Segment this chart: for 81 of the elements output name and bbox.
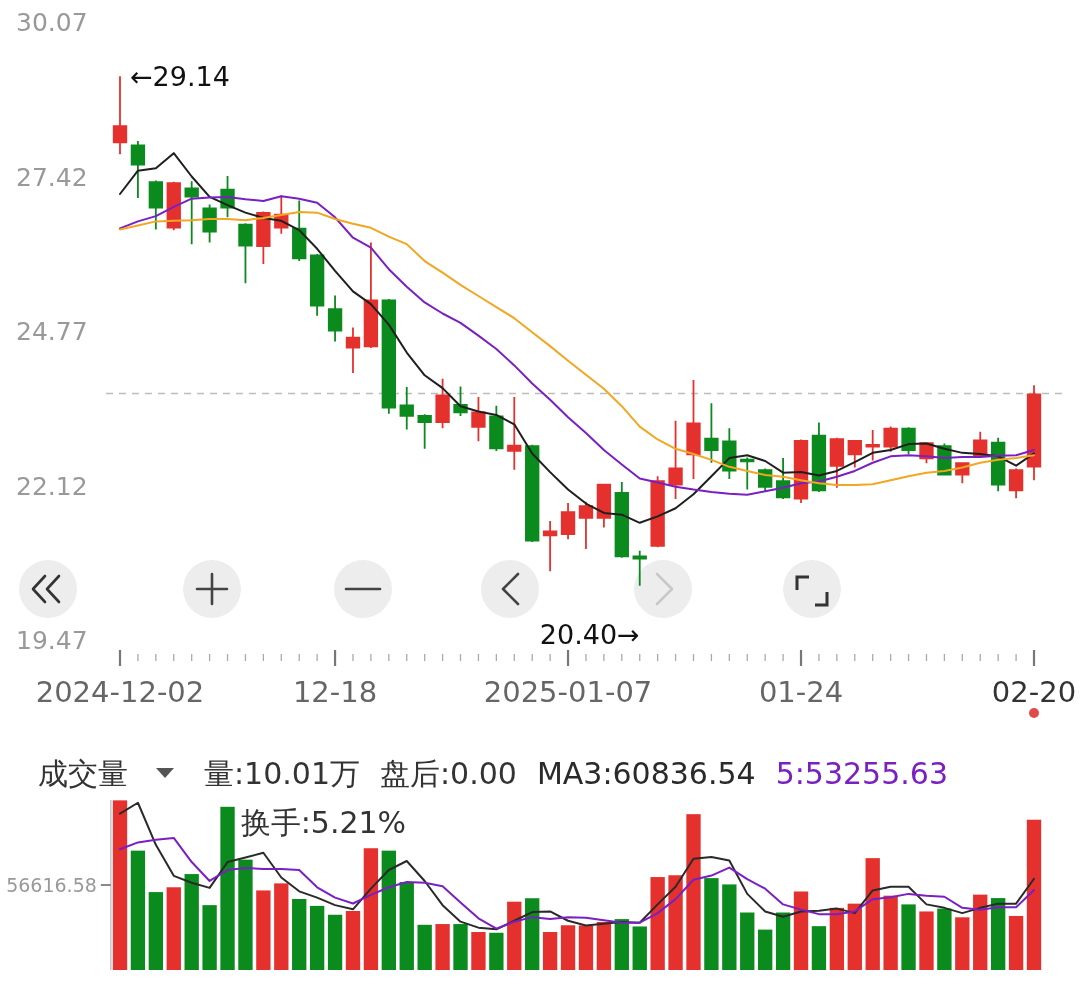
bar — [668, 875, 683, 970]
candlestick — [417, 414, 432, 449]
bar — [292, 898, 307, 970]
bar — [417, 924, 432, 970]
bar — [811, 926, 827, 970]
bar — [507, 901, 522, 970]
bar — [1008, 915, 1024, 970]
bar — [865, 858, 880, 970]
bar — [1026, 819, 1042, 970]
y-tick-label: 56616.58 — [6, 874, 97, 896]
bar — [578, 925, 594, 970]
bar — [596, 921, 612, 970]
bar — [650, 877, 665, 970]
y-tick-label: 30.07 — [16, 7, 88, 37]
bar — [453, 924, 468, 970]
annotation: 20.40→ — [539, 618, 640, 650]
y-tick-label: 24.77 — [16, 316, 88, 346]
bar — [973, 894, 988, 970]
candlestick — [542, 521, 558, 572]
bar — [363, 848, 379, 970]
bar — [471, 932, 486, 970]
annotation: ←29.14 — [130, 60, 230, 92]
bar — [955, 917, 970, 970]
bar — [166, 887, 181, 970]
y-tick-label: 19.47 — [16, 625, 88, 655]
bar — [560, 925, 576, 970]
bar — [686, 814, 701, 970]
bar — [345, 911, 361, 970]
bar — [632, 926, 647, 970]
bar — [990, 898, 1006, 970]
candlestick — [883, 426, 898, 452]
bar — [793, 891, 809, 970]
chart-title: 成交量 — [38, 755, 128, 791]
candlestick — [632, 550, 647, 586]
bar — [202, 905, 217, 970]
candlestick — [112, 76, 128, 155]
text: 量:10.01万 — [204, 755, 360, 791]
bar — [435, 924, 450, 970]
y-tick-label: 22.12 — [16, 471, 88, 500]
x-tick-label: 01-24 — [758, 675, 844, 709]
candlestick — [399, 386, 414, 430]
bar — [489, 932, 504, 970]
bar — [704, 878, 719, 970]
bar — [829, 907, 845, 970]
bar — [919, 911, 934, 970]
x-tick-label: 02-20 — [991, 675, 1077, 709]
y-tick-label: 27.42 — [16, 162, 88, 191]
bar — [309, 905, 325, 970]
bar — [740, 912, 755, 970]
bar — [327, 914, 343, 970]
x-tick-label: 2024-12-02 — [35, 675, 205, 709]
bar — [112, 800, 128, 970]
bar — [883, 895, 898, 970]
bar — [184, 874, 199, 970]
line-series — [119, 152, 1035, 524]
bar — [256, 890, 271, 970]
candlestick — [507, 396, 522, 470]
bar — [901, 904, 916, 970]
bar — [238, 859, 253, 970]
candlestick — [327, 295, 343, 342]
x-tick-label: 2025-01-07 — [483, 675, 653, 709]
bar — [775, 912, 791, 970]
bar — [937, 908, 952, 970]
bar — [381, 850, 396, 970]
x-tick-label: 12-18 — [292, 675, 378, 709]
bar — [399, 882, 414, 970]
text: 5:53255.63 — [775, 755, 948, 791]
bar — [722, 884, 737, 970]
bar — [148, 892, 164, 970]
bar — [130, 850, 146, 970]
candlestick — [865, 430, 880, 461]
bar — [525, 898, 540, 970]
bar — [274, 883, 289, 970]
text: MA3:60836.54 — [536, 755, 756, 791]
bar — [542, 932, 558, 970]
annotation: 换手:5.21% — [240, 804, 407, 840]
text: 盘后:0.00 — [379, 755, 517, 791]
bar — [614, 919, 629, 970]
bar — [847, 903, 862, 970]
bar — [758, 929, 773, 970]
bar — [220, 806, 235, 970]
